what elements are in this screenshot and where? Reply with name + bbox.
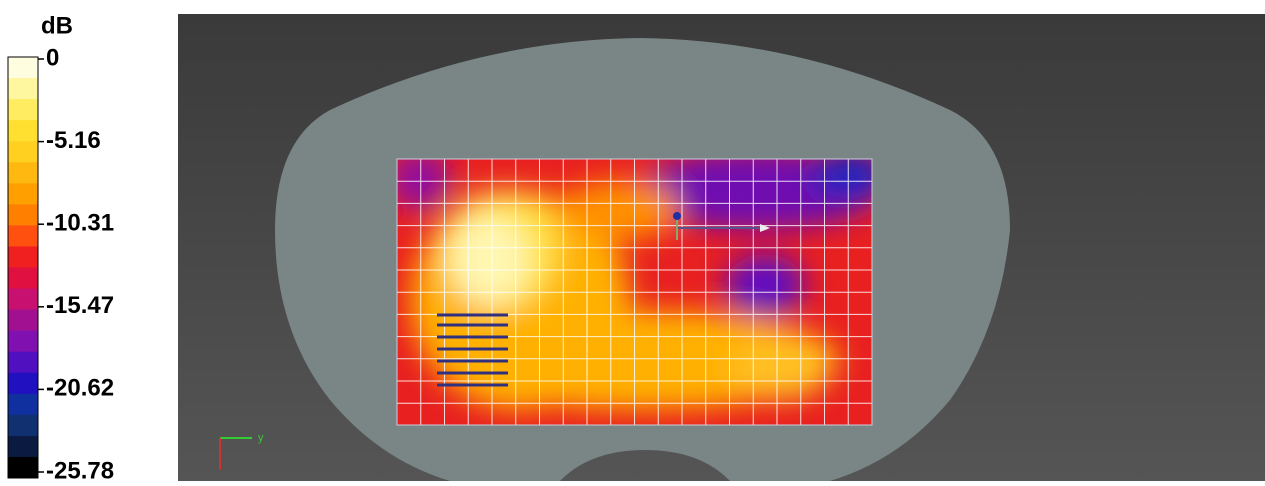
legend-band (8, 78, 38, 100)
legend-band (8, 162, 38, 184)
legend-band (8, 57, 38, 79)
legend-label: -25.78 (46, 457, 114, 481)
legend-label: -10.31 (46, 210, 114, 237)
heat-map (397, 159, 872, 425)
legend-band (8, 120, 38, 142)
legend-band (8, 141, 38, 163)
legend-label: -20.62 (46, 375, 114, 402)
legend-title: dB (41, 12, 73, 39)
legend-band (8, 435, 38, 458)
legend-band (8, 330, 38, 353)
legend-band (8, 414, 38, 437)
heat-map-border (396, 158, 873, 426)
color-legend: dB 0 -5.16 -10.31 -15.47 -20.62 -25.78 (7, 12, 114, 484)
legend-band (8, 204, 38, 226)
legend-label: -15.47 (46, 292, 114, 319)
legend-band (8, 246, 38, 268)
legend-band (8, 267, 38, 290)
legend-band (8, 288, 38, 311)
legend-band (8, 351, 38, 374)
axis-label: y (258, 432, 264, 444)
legend-band (8, 309, 38, 332)
legend-band (8, 393, 38, 416)
legend-frame (7, 56, 39, 479)
legend-label: 0 (46, 44, 59, 71)
legend-label: -5.16 (46, 127, 101, 154)
antenna (437, 313, 508, 387)
legend-band (8, 225, 38, 247)
probe-marker (673, 212, 770, 240)
legend-band (8, 372, 38, 395)
legend-band (8, 183, 38, 205)
viewport: y (178, 14, 1265, 481)
legend-band (8, 456, 38, 479)
axes-gizmo: y (219, 432, 264, 470)
legend-band (8, 99, 38, 121)
